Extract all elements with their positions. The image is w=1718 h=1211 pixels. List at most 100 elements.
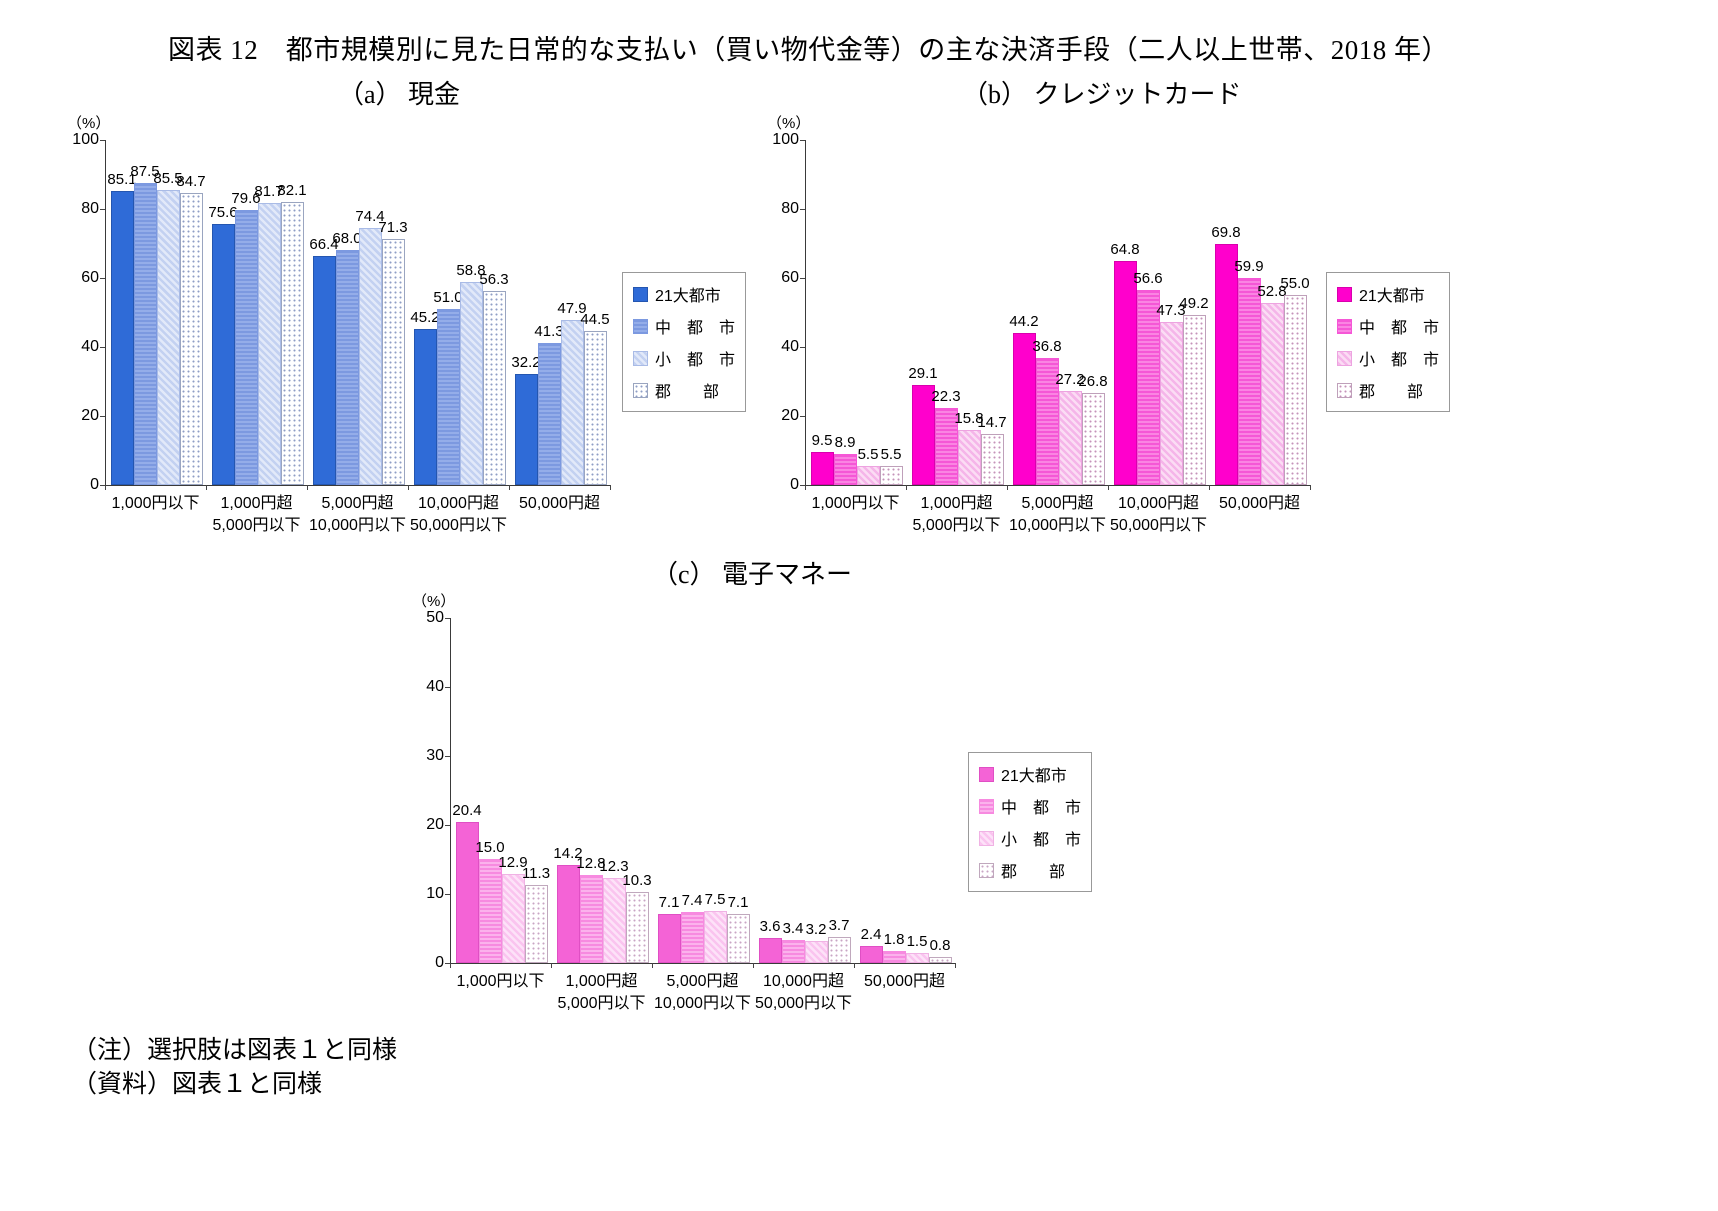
value-label: 45.2 [410, 309, 440, 326]
x-category-label: 50,000円超 [864, 973, 945, 990]
y-tick-mark [800, 278, 805, 279]
value-label: 14.2 [553, 845, 583, 862]
note-choices: （注）選択肢は図表１と同様 [72, 1037, 398, 1064]
chart-c-title: （c） 電子マネー [652, 560, 853, 589]
x-tick-mark [1108, 485, 1109, 490]
y-axis-unit-label: （%） [767, 115, 811, 132]
bar-segment [482, 291, 506, 485]
bar-segment [1136, 290, 1160, 485]
legend-swatch-icon [979, 862, 994, 878]
value-label: 85.1 [107, 171, 137, 188]
y-tick-mark [100, 347, 105, 348]
bar-segment [234, 210, 258, 485]
x-tick-mark [509, 485, 510, 490]
y-tick-label: 60 [81, 269, 99, 286]
value-label: 12.9 [498, 854, 528, 871]
bar-segment [413, 329, 437, 485]
legend-item: 21大都市 [633, 282, 735, 306]
y-tick-label: 10 [426, 885, 444, 902]
value-label: 7.1 [658, 894, 680, 911]
bar-segment [928, 957, 952, 963]
bar-segment [911, 385, 935, 485]
legend-item: 郡 部 [979, 858, 1081, 882]
value-label: 7.5 [704, 891, 726, 908]
value-label: 15.8 [954, 410, 984, 427]
value-label: 47.9 [557, 300, 587, 317]
legend-label: 郡 部 [1359, 384, 1424, 401]
x-tick-mark [1310, 485, 1311, 490]
legend-item: 郡 部 [633, 378, 735, 402]
value-label: 71.3 [378, 219, 408, 236]
x-category-label: 1,000円以下 [811, 495, 900, 512]
y-tick-mark [800, 485, 805, 486]
x-category-label: 1,000円超 5,000円以下 [212, 495, 301, 534]
value-label: 87.5 [130, 163, 160, 180]
value-label: 29.1 [908, 365, 938, 382]
figure-title: 図表 12 都市規模別に見た日常的な支払い（買い物代金等）の主な決済手段（二人以… [168, 35, 1449, 65]
x-category-label: 10,000円超 50,000円以下 [410, 495, 507, 534]
legend-label: 21大都市 [1359, 288, 1425, 305]
x-tick-mark [652, 963, 653, 968]
y-axis-unit-label: （%） [412, 593, 456, 610]
value-label: 7.4 [681, 892, 703, 909]
value-label: 8.9 [834, 434, 856, 451]
chart-b-title: （b） クレジットカード [962, 80, 1242, 109]
x-tick-mark [610, 485, 611, 490]
legend-label: 郡 部 [655, 384, 720, 401]
legend-item: 小 都 市 [1337, 346, 1439, 370]
value-label: 3.4 [782, 920, 804, 937]
value-label: 26.8 [1078, 373, 1108, 390]
legend-label: 21大都市 [655, 288, 721, 305]
bar-segment [524, 885, 548, 963]
legend-label: 小 都 市 [655, 352, 736, 369]
bar-segment [758, 938, 782, 963]
chart-c-e-money: （%） 0 10 20 30 40 50 20.4 15.0 12.9 11.3 14.2 12.8 12… [410, 588, 1110, 1058]
value-label: 10.3 [622, 872, 652, 889]
bar-segment [133, 183, 157, 485]
y-tick-label: 40 [781, 338, 799, 355]
bar-segment [358, 228, 382, 485]
legend-swatch-icon [633, 382, 648, 398]
y-tick-label: 80 [781, 200, 799, 217]
x-category-label: 10,000円超 50,000円以下 [1110, 495, 1207, 534]
chart-b-credit-card: （%） 0 20 40 60 80 100 9.5 8.9 5.5 5.5 29.1 22.3 15.8 1… [765, 110, 1465, 580]
y-tick-mark [445, 825, 450, 826]
plot-area: 9.5 8.9 5.5 5.5 29.1 22.3 15.8 14.7 44.2 36.8 27.2… [805, 140, 1311, 486]
value-label: 2.4 [860, 926, 882, 943]
x-tick-mark [450, 963, 451, 968]
bar-segment [110, 191, 134, 485]
legend-swatch-icon [1337, 318, 1352, 334]
plot-area: 20.4 15.0 12.9 11.3 14.2 12.8 12.3 10.3 7.1 7.4 7.… [450, 618, 956, 964]
bar-segment [657, 914, 681, 963]
bar-segment [1260, 303, 1284, 485]
bar-segment [856, 466, 880, 485]
value-label: 0.8 [929, 937, 951, 954]
bar-segment [905, 953, 929, 963]
bar-segment [1058, 391, 1082, 485]
x-tick-mark [105, 485, 106, 490]
legend-item: 中 都 市 [1337, 314, 1439, 338]
y-tick-mark [445, 618, 450, 619]
x-category-label: 5,000円超 10,000円以下 [654, 973, 751, 1012]
bar-segment [312, 256, 336, 485]
value-label: 3.6 [759, 918, 781, 935]
legend-label: 21大都市 [1001, 768, 1067, 785]
x-category-label: 10,000円超 50,000円以下 [755, 973, 852, 1012]
bar-segment [625, 892, 649, 963]
bar-segment [602, 878, 626, 963]
bar-segment [1035, 358, 1059, 485]
value-label: 58.8 [456, 262, 486, 279]
value-label: 85.5 [153, 170, 183, 187]
chart-a-cash: （%） 0 20 40 60 80 100 85.1 87.5 85.5 84.7 75.6 79.6 8… [65, 110, 765, 580]
bar-segment [459, 282, 483, 485]
y-axis-unit-label: （%） [67, 115, 111, 132]
value-label: 56.3 [479, 271, 509, 288]
legend-swatch-icon [1337, 382, 1352, 398]
value-label: 12.8 [576, 855, 606, 872]
x-category-label: 5,000円超 10,000円以下 [1009, 495, 1106, 534]
y-tick-mark [445, 687, 450, 688]
y-tick-mark [445, 756, 450, 757]
value-label: 32.2 [511, 354, 541, 371]
x-tick-mark [753, 963, 754, 968]
legend-swatch-icon [979, 830, 994, 846]
